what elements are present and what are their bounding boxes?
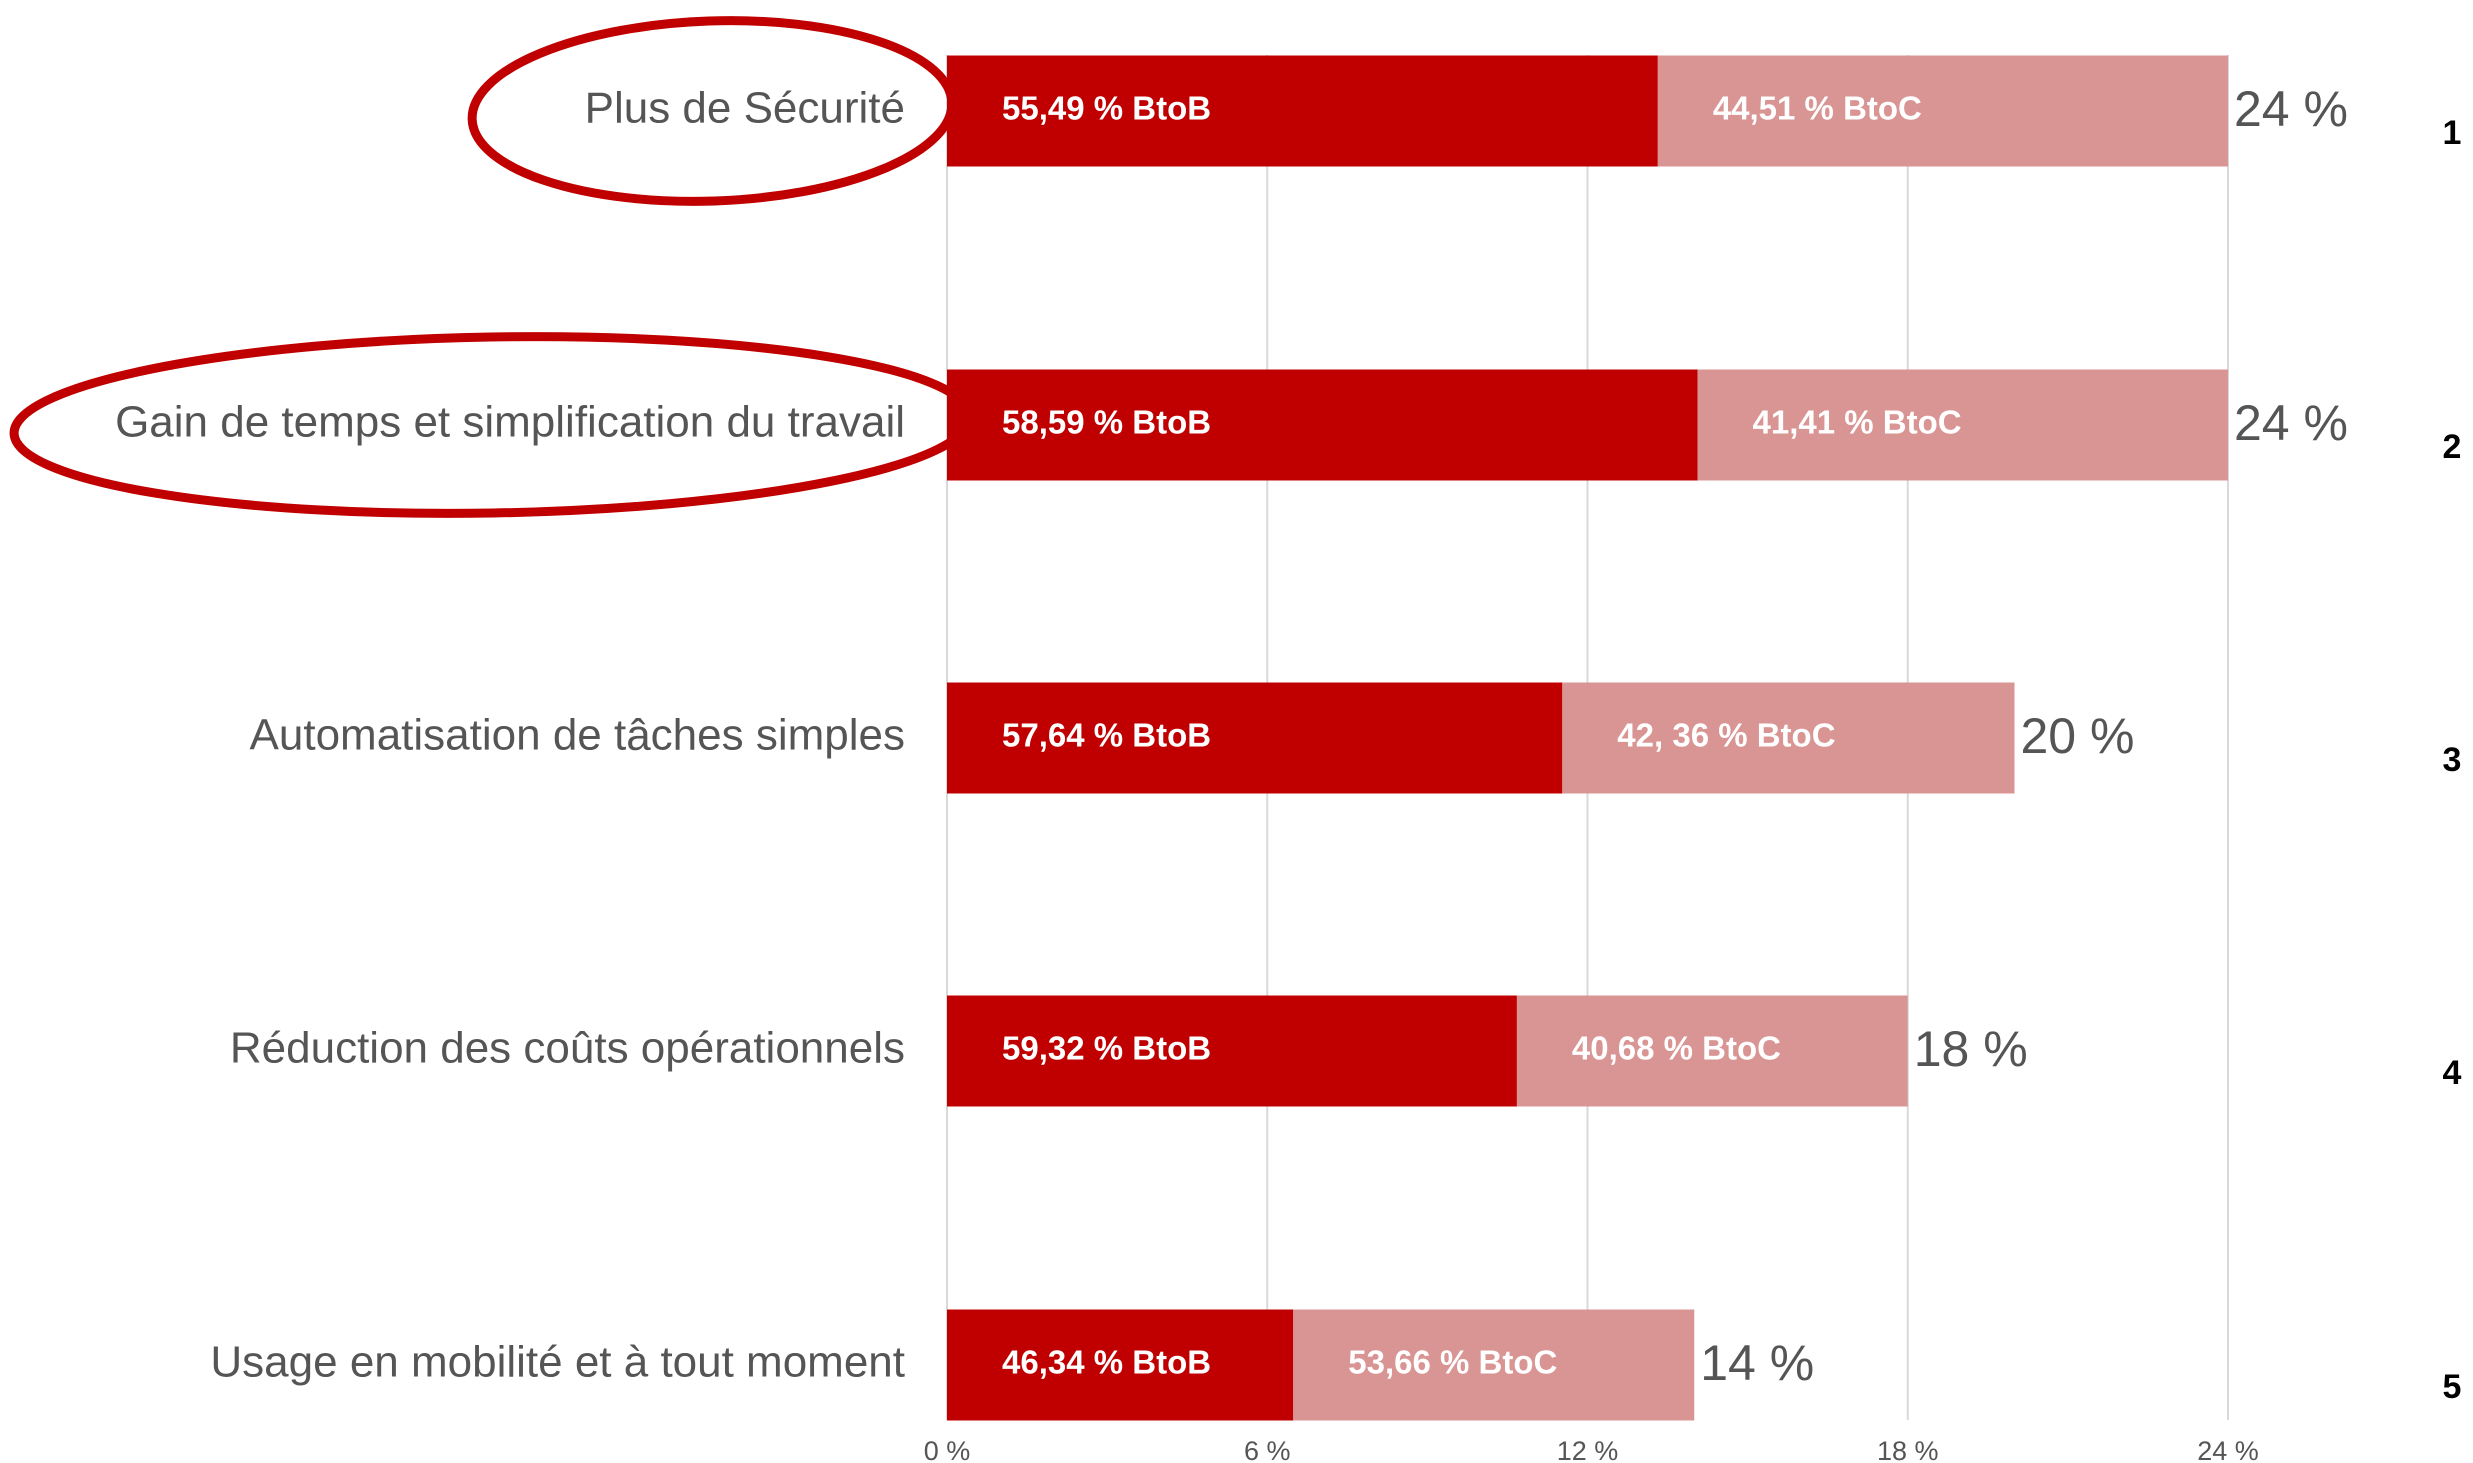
segment-label: 57,64 % BtoB bbox=[1002, 717, 1211, 754]
category-label: Automatisation de tâches simples bbox=[250, 711, 905, 760]
rank-label: 5 bbox=[2443, 1368, 2462, 1406]
total-label: 24 % bbox=[2234, 81, 2348, 137]
x-tick-label: 18 % bbox=[1877, 1436, 1939, 1463]
rank-label: 3 bbox=[2443, 741, 2462, 779]
category-label: Gain de temps et simplification du trava… bbox=[115, 398, 905, 447]
category-label: Usage en mobilité et à tout moment bbox=[210, 1338, 905, 1387]
chart: 55,49 % BtoB 44,51 % BtoC 58,59 % BtoB 41,4… bbox=[0, 0, 2473, 1463]
segment-label: 41,41 % BtoC bbox=[1753, 404, 1962, 441]
category-label: Réduction des coûts opérationnels bbox=[230, 1024, 905, 1073]
total-label: 20 % bbox=[2021, 708, 2135, 764]
total-label: 18 % bbox=[1914, 1021, 2028, 1077]
segment-label: 58,59 % BtoB bbox=[1002, 404, 1211, 441]
segment-label: 59,32 % BtoB bbox=[1002, 1030, 1211, 1067]
x-tick-label: 24 % bbox=[2197, 1436, 2259, 1463]
segment-label: 46,34 % BtoB bbox=[1002, 1344, 1211, 1381]
rank-label: 4 bbox=[2443, 1054, 2462, 1092]
x-tick-label: 6 % bbox=[1244, 1436, 1291, 1463]
segment-label: 42, 36 % BtoC bbox=[1617, 717, 1835, 754]
total-label: 24 % bbox=[2234, 395, 2348, 451]
segment-label: 40,68 % BtoC bbox=[1572, 1030, 1781, 1067]
segment-label: 44,51 % BtoC bbox=[1713, 90, 1922, 127]
segment-label: 53,66 % BtoC bbox=[1348, 1344, 1557, 1381]
x-tick-label: 12 % bbox=[1557, 1436, 1619, 1463]
rank-label: 1 bbox=[2443, 114, 2462, 152]
x-tick-label: 0 % bbox=[924, 1436, 971, 1463]
total-label: 14 % bbox=[1700, 1335, 1814, 1391]
segment-label: 55,49 % BtoB bbox=[1002, 90, 1211, 127]
category-label: Plus de Sécurité bbox=[585, 84, 905, 133]
rank-label: 2 bbox=[2443, 428, 2462, 466]
